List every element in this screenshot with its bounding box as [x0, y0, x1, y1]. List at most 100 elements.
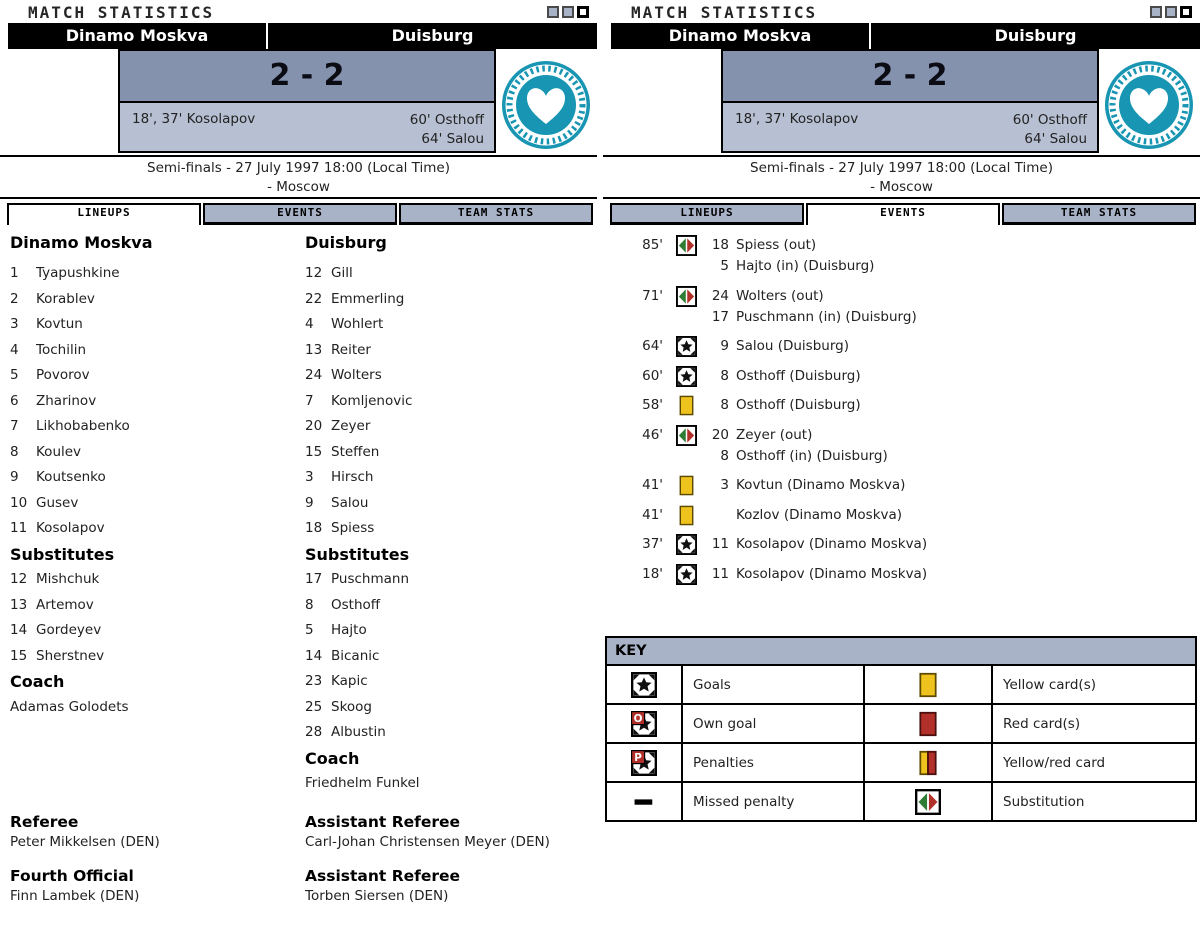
tab-events[interactable]: EVENTS — [203, 203, 397, 225]
event-player-number: 8 — [720, 447, 729, 464]
player-number: 22 — [305, 290, 323, 307]
event-line: 18 Spiess (out) — [708, 235, 874, 256]
lineup-player-row: 9 Koutsenko — [10, 465, 300, 491]
event-row: 18' 11 Kosolapov (Dinamo Moskva) — [603, 563, 1200, 585]
square-icon — [547, 6, 559, 18]
page-title: MATCH STATISTICS — [28, 3, 215, 22]
lineup-player-row: 11 Kosolapov — [10, 516, 300, 542]
tab-team-stats[interactable]: TEAM STATS — [399, 203, 593, 225]
official-block: Assistant Referee Carl-Johan Christensen … — [305, 812, 555, 852]
event-minute: 85' — [642, 237, 663, 253]
key-label: Substitution — [991, 781, 1197, 822]
lineup-player-row: 2 Korablev — [10, 287, 300, 313]
official-name: Torben Siersen (DEN) — [305, 888, 449, 904]
lineup-player-row: 22 Emmerling — [305, 287, 595, 313]
player-name: Emmerling — [331, 290, 405, 307]
lineup-team-name: Dinamo Moskva — [10, 233, 153, 252]
substitutes-header: Substitutes — [10, 544, 115, 564]
away-lineup-column: Duisburg 12 Gill 22 Emmerling 4 Wohlert 13 Reit… — [305, 233, 595, 797]
match-info-line: Semi-finals - 27 July 1997 18:00 (Local … — [750, 160, 1053, 176]
panel-title-row: MATCH STATISTICS — [0, 2, 597, 22]
goal-icon — [676, 534, 697, 555]
own-goal-icon: O — [605, 703, 683, 744]
match-officials: Referee Peter Mikkelsen (DEN) Assistant Re… — [10, 812, 555, 906]
player-number: 12 — [305, 265, 323, 281]
player-number: 7 — [305, 392, 314, 409]
event-player-number: 17 — [711, 308, 729, 325]
event-row: 60' 8 Osthoff (Duisburg) — [603, 365, 1200, 387]
event-description: 11 Kosolapov (Dinamo Moskva) — [708, 534, 927, 555]
tab-lineups[interactable]: LINEUPS — [610, 203, 804, 225]
match-info-line: - Moscow — [267, 179, 330, 195]
away-team-name: Duisburg — [391, 26, 474, 45]
player-name: Gill — [331, 265, 353, 281]
event-player-text: Osthoff (Duisburg) — [736, 397, 861, 413]
tab-team-stats[interactable]: TEAM STATS — [1002, 203, 1196, 225]
player-number: 28 — [305, 724, 323, 740]
lineup-team-name: Duisburg — [305, 233, 387, 252]
home-lineup-column: Dinamo Moskva 1 Tyapushkine 2 Korablev 3 Kovt… — [10, 233, 300, 720]
substitutes-header: Substitutes — [305, 544, 410, 564]
divider — [603, 197, 1200, 199]
event-row: 41' Kozlov (Dinamo Moskva) — [603, 505, 1200, 526]
lineup-player-row: 15 Sherstnev — [10, 644, 300, 670]
key-row: O Own goal Red card(s) — [605, 703, 1197, 744]
event-description: 11 Kosolapov (Dinamo Moskva) — [708, 564, 927, 585]
coach-header: Coach — [10, 672, 65, 691]
event-row: 41' 3 Kovtun (Dinamo Moskva) — [603, 475, 1200, 496]
key-label: Penalties — [681, 742, 865, 783]
player-name: Gordeyev — [36, 622, 102, 638]
player-number: 12 — [10, 571, 28, 587]
player-number: 25 — [305, 698, 323, 715]
lineup-player-row: 28 Albustin — [305, 720, 595, 746]
substitution-icon — [676, 235, 697, 256]
page-title: MATCH STATISTICS — [631, 3, 818, 22]
event-player-number: 9 — [720, 338, 729, 354]
red-card-icon — [863, 703, 993, 744]
player-name: Tyapushkine — [36, 265, 120, 281]
away-scorer-line: 60' Osthoff — [1012, 112, 1087, 128]
event-line: 8 Osthoff (Duisburg) — [708, 395, 861, 416]
yellow-card-icon — [676, 475, 697, 496]
event-row: 46' 20 Zeyer (out) 8 Osthoff (in) (Duisburg) — [603, 424, 1200, 467]
event-minute: 71' — [642, 287, 663, 304]
event-line: 3 Kovtun (Dinamo Moskva) — [708, 475, 905, 496]
substitutes-list: 12 Mishchuk 13 Artemov 14 Gordeyev 15 Sherstnev — [10, 567, 300, 669]
coach-name: Friedhelm Funkel — [305, 775, 420, 791]
tab-events[interactable]: EVENTS — [806, 203, 1000, 225]
player-number: 8 — [10, 443, 19, 460]
event-row: 85' 18 Spiess (out) 5 Hajto (in) (Duisburg) — [603, 235, 1200, 277]
official-block: Referee Peter Mikkelsen (DEN) — [10, 812, 305, 852]
event-minute: 41' — [642, 506, 663, 523]
match-info-line: - Moscow — [870, 179, 933, 195]
player-name: Wohlert — [331, 316, 384, 332]
player-name: Povorov — [36, 367, 90, 383]
team-bar: Dinamo Moskva Duisburg — [8, 23, 597, 49]
official-name: Finn Lambek (DEN) — [10, 888, 140, 904]
key-row: Missed penalty Substitution — [605, 781, 1197, 822]
yellow-card-icon — [676, 395, 697, 416]
event-minute: 41' — [642, 477, 663, 493]
away-scorers: 60' Osthoff 64' Salou — [410, 111, 484, 149]
team-bar: Dinamo Moskva Duisburg — [611, 23, 1200, 49]
lineup-player-row: 8 Osthoff — [305, 593, 595, 619]
event-player-text: Wolters (out) — [736, 287, 824, 304]
tab-lineups[interactable]: LINEUPS — [7, 203, 201, 225]
key-label: Missed penalty — [681, 781, 865, 822]
substitution-icon — [676, 424, 697, 446]
lineup-player-row: 18 Spiess — [305, 516, 595, 542]
player-number: 7 — [10, 418, 19, 434]
square-active-icon — [577, 6, 589, 18]
key-label: Own goal — [681, 703, 865, 744]
event-player-number: 8 — [720, 367, 729, 384]
event-line: 17 Puschmann (in) (Duisburg) — [708, 307, 917, 328]
player-name: Koulev — [36, 443, 82, 460]
player-number: 23 — [305, 673, 323, 689]
event-line: Kozlov (Dinamo Moskva) — [708, 505, 902, 526]
event-line: 8 Osthoff (in) (Duisburg) — [708, 446, 887, 467]
starting-lineup-list: 12 Gill 22 Emmerling 4 Wohlert 13 Reiter 24 Wolte… — [305, 261, 595, 542]
event-player-number: 3 — [720, 477, 729, 493]
window-squares — [547, 6, 589, 18]
official-block: Fourth Official Finn Lambek (DEN) — [10, 866, 305, 906]
square-active-icon — [1180, 6, 1192, 18]
